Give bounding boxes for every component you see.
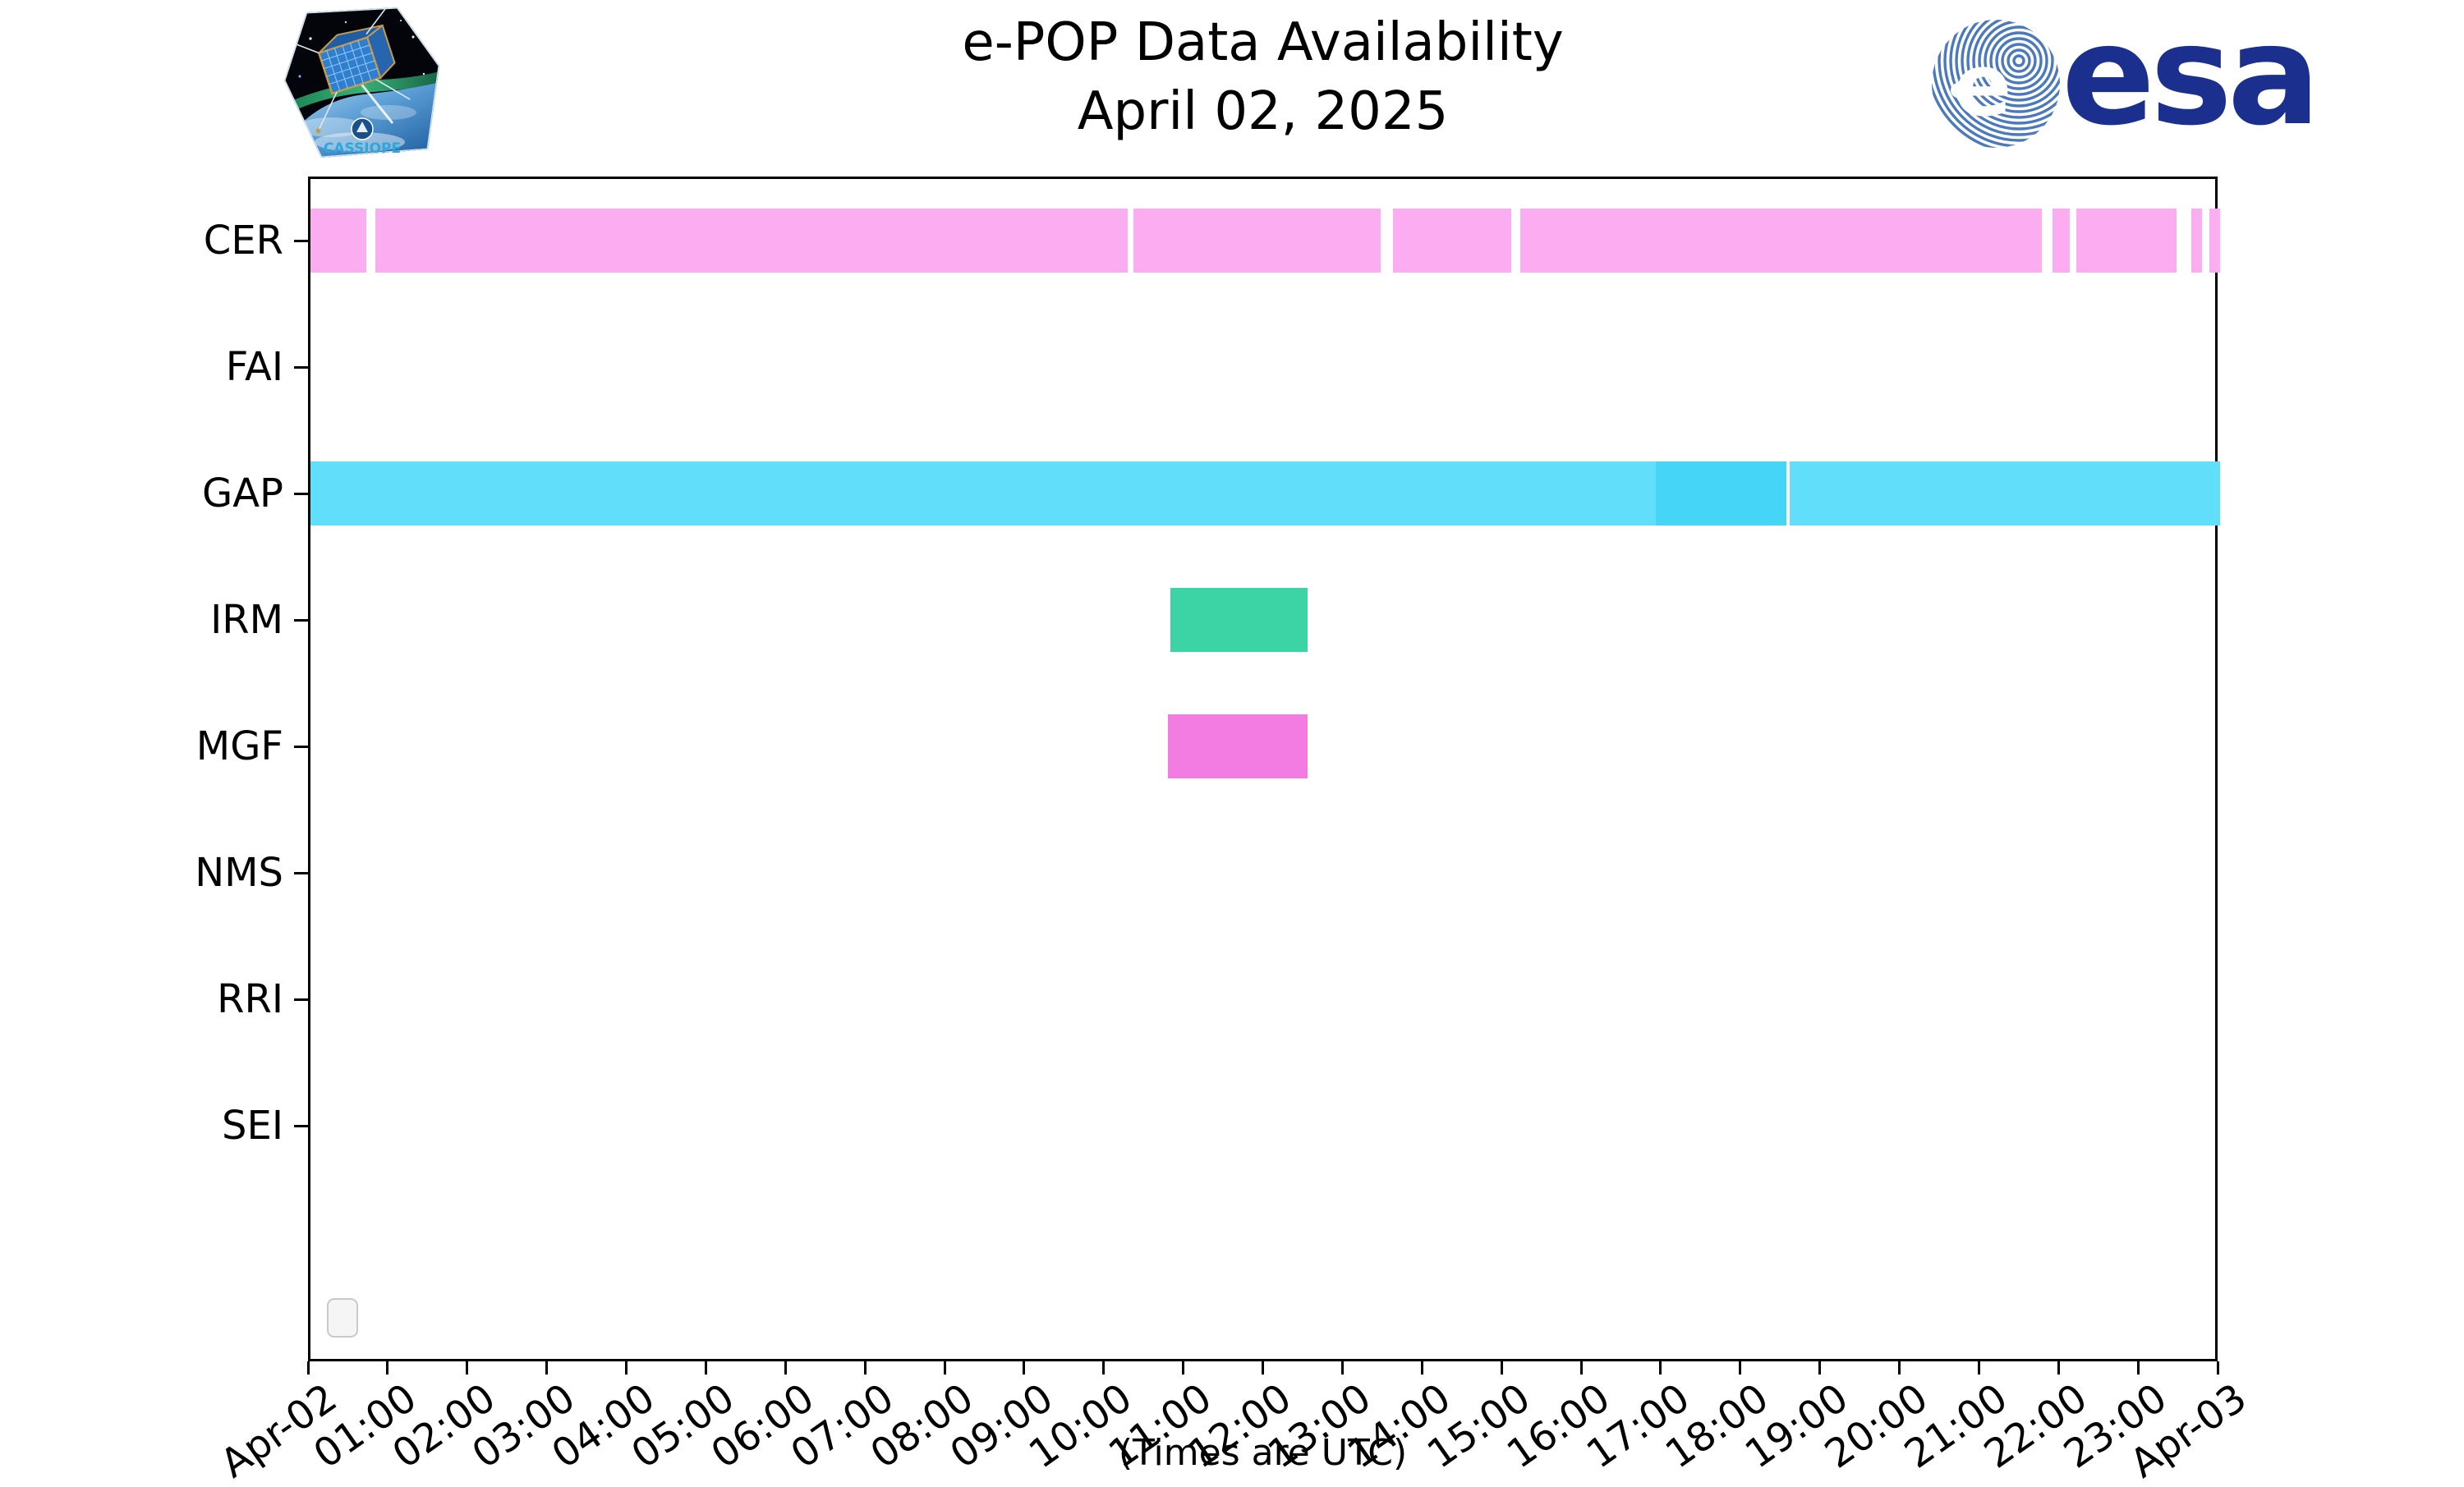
x-tick-1800 [1739, 1361, 1742, 1375]
availability-bar-cer [2052, 209, 2070, 273]
availability-bar-irm [1170, 588, 1308, 652]
availability-bar-cer [1519, 209, 2042, 273]
legend-placeholder-box [327, 1298, 358, 1338]
x-tick-apr-03 [2216, 1361, 2219, 1375]
svg-text:e: e [1954, 35, 2012, 135]
x-tick-1500 [1500, 1361, 1503, 1375]
y-label-mgf: MGF [195, 723, 283, 769]
x-tick-1300 [1340, 1361, 1344, 1375]
x-tick-1600 [1579, 1361, 1583, 1375]
esa-globe-icon: e [1932, 20, 2060, 148]
y-label-cer: CER [203, 218, 283, 264]
y-label-fai: FAI [225, 344, 283, 390]
availability-bar-gap [310, 461, 1657, 525]
y-tick-rri [294, 998, 308, 1001]
x-tick-0500 [704, 1361, 707, 1375]
y-tick-cer [294, 239, 308, 242]
y-label-rri: RRI [217, 976, 283, 1022]
x-tick-0700 [863, 1361, 867, 1375]
availability-bar-mgf [1168, 714, 1308, 778]
availability-bar-cer [1133, 209, 1381, 273]
x-tick-1200 [1262, 1361, 1264, 1375]
x-tick-1000 [1102, 1361, 1106, 1375]
x-tick-0800 [943, 1361, 946, 1375]
x-tick-2100 [1977, 1361, 1980, 1375]
cassiope-mission-patch: CASSIOPE [282, 4, 443, 160]
y-tick-sei [294, 1124, 308, 1127]
availability-bar-gap [1789, 461, 2220, 525]
y-tick-fai [294, 365, 308, 369]
availability-bar-cer [1392, 209, 1511, 273]
y-label-sei: SEI [222, 1103, 283, 1149]
y-label-nms: NMS [195, 850, 283, 896]
availability-bar-cer [375, 209, 1128, 273]
x-tick-1100 [1182, 1361, 1185, 1375]
x-axis-note: (Times are UTC) [1118, 1432, 1408, 1474]
availability-bar-cer [2191, 209, 2202, 273]
x-tick-0100 [386, 1361, 389, 1375]
chart-title-line2: April 02, 2025 [1077, 81, 1449, 143]
y-tick-nms [294, 871, 308, 874]
x-tick-2000 [1898, 1361, 1901, 1375]
esa-logo: e esa [1930, 0, 2320, 162]
x-tick-1700 [1659, 1361, 1662, 1375]
y-label-gap: GAP [202, 470, 283, 516]
chart-title-line1: e-POP Data Availability [962, 12, 1564, 73]
x-tick-2200 [2057, 1361, 2060, 1375]
y-tick-gap [294, 492, 308, 495]
x-tick-0400 [625, 1361, 627, 1375]
x-tick-2300 [2136, 1361, 2140, 1375]
chart-title: e-POP Data Availability April 02, 2025 [308, 8, 2218, 147]
cassiope-label: CASSIOPE [324, 140, 401, 157]
x-tick-1900 [1818, 1361, 1822, 1375]
x-tick-apr-02 [306, 1361, 310, 1375]
availability-bar-gap [1656, 461, 1787, 525]
x-tick-1400 [1420, 1361, 1423, 1375]
y-label-irm: IRM [210, 597, 283, 643]
availability-bar-cer [2209, 209, 2220, 273]
esa-wordmark: esa [2062, 0, 2320, 156]
x-tick-0600 [784, 1361, 787, 1375]
x-tick-0200 [466, 1361, 469, 1375]
availability-bar-cer [310, 209, 366, 273]
plot-area [308, 177, 2220, 1361]
y-tick-irm [294, 618, 308, 622]
x-tick-0900 [1023, 1361, 1026, 1375]
cassiope-patch-graphic: CASSIOPE [284, 7, 439, 158]
y-tick-mgf [294, 745, 308, 748]
x-tick-0300 [545, 1361, 549, 1375]
availability-bar-cer [2076, 209, 2177, 273]
satellite-illustration [284, 7, 411, 134]
